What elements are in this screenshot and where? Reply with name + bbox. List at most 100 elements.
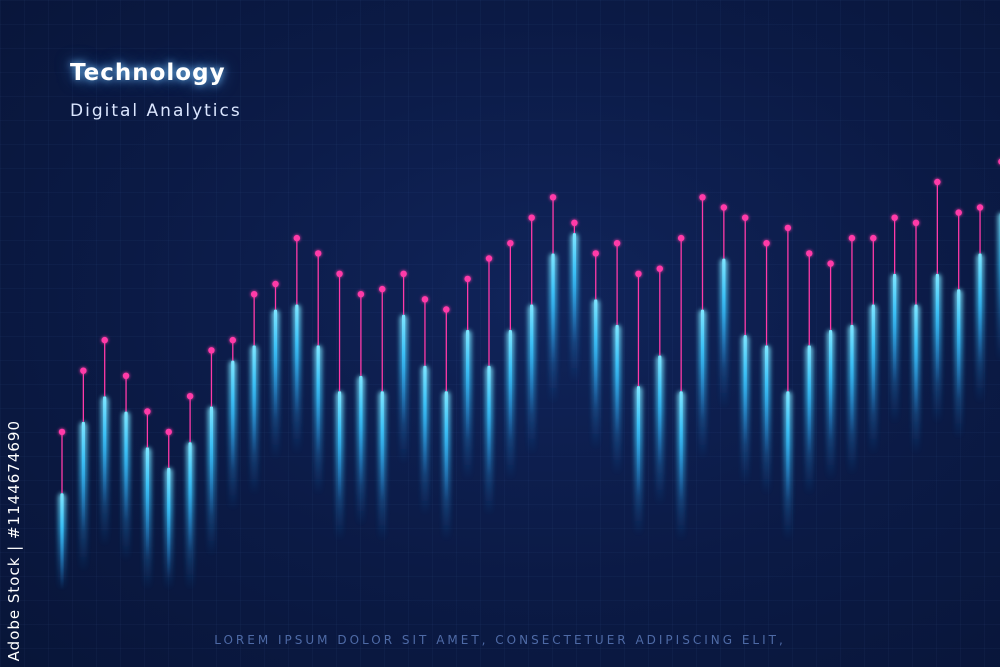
peak-marker: [315, 250, 322, 257]
bar-glow-core: [209, 406, 214, 517]
peak-marker: [250, 291, 258, 298]
bar-glow-core: [935, 273, 939, 384]
bar-20: [463, 275, 472, 590]
bar-glow-core: [807, 345, 811, 456]
bar-glow-core: [658, 355, 662, 466]
bar-glow-core: [124, 411, 128, 522]
peak-marker: [507, 240, 514, 247]
bar-glow-core: [487, 365, 491, 476]
bar-glow-core: [167, 467, 171, 578]
peak-marker: [272, 280, 279, 288]
bar-glow-core: [466, 329, 470, 440]
peak-marker: [613, 240, 621, 247]
peak-marker: [528, 214, 535, 221]
bar-28: [634, 270, 643, 590]
bar-7: [186, 393, 195, 590]
bar-glow-core: [60, 493, 64, 590]
bar-9: [228, 336, 237, 590]
bar-39: [869, 234, 878, 590]
peak-marker: [165, 428, 172, 436]
bar-21: [485, 255, 493, 590]
peak-marker: [357, 291, 365, 298]
page-subtitle: Digital Analytics: [70, 101, 242, 121]
peak-marker: [934, 178, 941, 186]
bar-13: [314, 250, 323, 590]
bar-42: [933, 178, 942, 590]
bar-40: [890, 214, 899, 590]
peak-marker: [122, 372, 130, 379]
bar-33: [741, 214, 750, 590]
bar-glow-core: [402, 314, 406, 425]
bar-glow-core: [380, 391, 384, 502]
bar-glow-core: [508, 329, 512, 440]
bar-30: [677, 234, 686, 590]
bar-4: [122, 372, 131, 590]
peak-marker: [379, 285, 386, 293]
bar-24: [549, 194, 558, 590]
bar-glow-core: [850, 324, 854, 435]
peak-marker: [80, 367, 87, 374]
bar-1: [58, 428, 66, 590]
bar-glow-core: [231, 360, 235, 471]
bar-5: [143, 408, 152, 590]
bar-glow-core: [957, 289, 961, 400]
peak-marker: [699, 194, 706, 201]
bar-44: [976, 204, 985, 590]
bar-glow-core: [893, 273, 897, 384]
bar-12: [292, 234, 301, 590]
bar-26: [591, 250, 600, 590]
side-stock-id: Adobe Stock | #1144674690: [5, 420, 23, 662]
bar-glow-core: [743, 335, 747, 445]
bar-15: [356, 291, 365, 590]
peak-marker: [186, 393, 194, 400]
bar-glow-core: [978, 253, 982, 364]
peak-marker: [229, 336, 236, 344]
bar-glow-core: [914, 304, 918, 415]
bar-14: [335, 270, 344, 590]
peak-marker: [208, 347, 215, 354]
bar-glow-core: [359, 375, 363, 486]
bar-22: [506, 240, 515, 590]
footer-text: LOREM IPSUM DOLOR SIT AMET, CONSECTETUER…: [214, 633, 786, 647]
peak-marker: [955, 209, 962, 216]
bar-19: [442, 306, 451, 590]
bar-glow-core: [337, 391, 342, 502]
peak-marker: [485, 255, 493, 262]
peak-marker: [635, 270, 642, 277]
bar-41: [912, 219, 920, 590]
peak-marker: [848, 234, 856, 242]
bar-8: [207, 347, 216, 590]
peak-marker: [677, 234, 685, 242]
page-title: Technology: [70, 60, 226, 86]
peak-marker: [806, 250, 813, 257]
bar-27: [613, 240, 622, 590]
bar-36: [805, 250, 814, 590]
bar-18: [420, 296, 429, 590]
bar-32: [719, 204, 728, 590]
peak-marker: [891, 214, 898, 221]
peak-marker: [400, 270, 407, 277]
bar-glow-core: [594, 299, 598, 410]
bar-29: [655, 265, 664, 590]
bar-31: [698, 194, 707, 590]
bar-3: [100, 336, 109, 590]
peak-marker: [144, 408, 151, 415]
peak-marker: [336, 270, 343, 277]
peak-marker: [656, 265, 663, 272]
bar-25: [570, 219, 579, 590]
bar-glow-core: [871, 304, 875, 415]
peak-marker: [976, 204, 984, 211]
bar-37: [826, 260, 835, 590]
bar-glow-core: [295, 304, 299, 415]
peak-marker: [549, 194, 557, 201]
bar-glow-core: [530, 304, 534, 415]
bar-glow-core: [81, 421, 85, 532]
peak-marker: [443, 306, 450, 313]
peak-marker: [58, 428, 66, 436]
bar-glow-core: [273, 309, 278, 420]
bar-glow-core: [679, 391, 683, 502]
peak-marker: [912, 219, 920, 226]
bar-glow-core: [764, 345, 769, 456]
bar-10: [250, 291, 259, 590]
